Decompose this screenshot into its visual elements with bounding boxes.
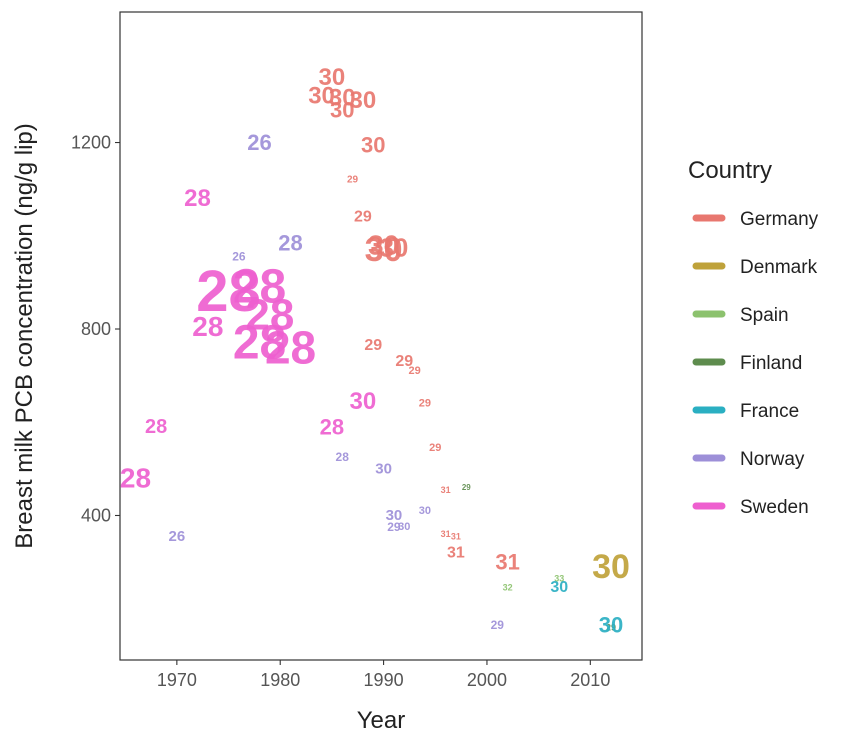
data-point-germany: 30 — [365, 231, 403, 269]
data-point-sweden: 28 — [120, 463, 151, 494]
data-point-sweden: 28 — [184, 185, 211, 212]
data-point-sweden: 28 — [265, 322, 316, 374]
x-tick-label: 1980 — [260, 670, 300, 690]
data-point-norway: 26 — [232, 250, 246, 264]
data-point-norway: 30 — [386, 507, 403, 524]
data-point-germany: 30 — [361, 132, 385, 157]
data-point-spain: 32 — [503, 583, 513, 593]
data-point-sweden: 28 — [196, 259, 261, 324]
plot-panel — [119, 11, 643, 661]
data-point-germany: 29 — [395, 353, 413, 370]
x-tick-label: 1970 — [157, 670, 197, 690]
data-point-germany: 30 — [379, 232, 408, 262]
data-point-sweden: 30 — [350, 388, 377, 415]
data-point-finland: 29 — [606, 622, 616, 632]
data-point-finland: 29 — [462, 483, 471, 492]
legend-label-france: France — [740, 401, 799, 422]
y-axis-title: Breast milk PCB concentration (ng/g lip) — [11, 123, 38, 549]
data-point-norway: 30 — [398, 521, 410, 533]
legend-label-sweden: Sweden — [740, 497, 809, 518]
data-point-germany: 31 — [441, 485, 451, 495]
legend-label-denmark: Denmark — [740, 257, 818, 278]
data-point-sweden: 28 — [245, 291, 294, 340]
data-point-germany: 29 — [364, 337, 382, 354]
data-point-germany: 30 — [308, 82, 335, 109]
data-point-germany: 29 — [429, 442, 441, 454]
legend-label-spain: Spain — [740, 305, 789, 326]
legend-label-norway: Norway — [740, 449, 805, 470]
data-point-germany: 30 — [350, 87, 377, 114]
y-tick-label: 400 — [81, 505, 111, 525]
data-point-sweden: 28 — [192, 311, 223, 342]
x-tick-label: 2010 — [570, 670, 610, 690]
data-point-germany: 31 — [451, 531, 461, 541]
x-axis-title: Year — [357, 707, 406, 734]
data-point-germany: 29 — [347, 174, 359, 185]
data-point-germany: 31 — [447, 544, 465, 561]
data-point-norway: 29 — [491, 618, 505, 632]
data-point-france: 30 — [599, 613, 623, 638]
data-point-norway: 29 — [387, 520, 401, 534]
x-axis: 1970 1980 1990 2000 2010 — [157, 660, 610, 690]
data-point-norway: 26 — [247, 130, 271, 155]
legend-title: Country — [688, 157, 772, 184]
x-tick-label: 2000 — [467, 670, 507, 690]
data-point-norway: 28 — [336, 450, 350, 464]
data-point-sweden: 28 — [145, 416, 167, 438]
legend-label-finland: Finland — [740, 353, 802, 374]
data-point-germany: 30 — [319, 64, 346, 91]
data-point-norway: 26 — [169, 528, 186, 545]
data-point-sweden: 28 — [233, 261, 286, 314]
data-point-sweden: 28 — [320, 414, 344, 439]
data-point-sweden: 28 — [233, 316, 286, 369]
data-point-germany: 30 — [329, 85, 356, 112]
data-point-denmark: 30 — [592, 548, 630, 586]
data-point-germany: 30 — [368, 230, 399, 261]
data-point-france: 30 — [550, 579, 568, 596]
data-point-spain: 33 — [554, 573, 564, 583]
x-tick-label: 1990 — [364, 670, 404, 690]
legend-entries: Germany Denmark Spain Finland France Norway Sw… — [692, 209, 819, 518]
data-point-germany: 29 — [408, 365, 420, 377]
data-point-norway: 28 — [278, 230, 302, 255]
data-point-germany: 30 — [330, 97, 354, 122]
data-point-germany: 31 — [441, 529, 451, 539]
data-point-norway: 30 — [419, 505, 431, 517]
y-tick-label: 800 — [81, 319, 111, 339]
data-point-germany: 29 — [419, 398, 431, 410]
data-point-germany: 31 — [495, 550, 519, 575]
data-point-germany: 29 — [354, 209, 372, 226]
data-point-norway: 30 — [375, 460, 392, 477]
legend-label-germany: Germany — [740, 209, 819, 230]
legend: Country Germany Denmark Spain Finland France… — [688, 157, 819, 518]
y-axis: 400 800 1200 — [71, 133, 120, 525]
y-tick-label: 1200 — [71, 133, 111, 153]
